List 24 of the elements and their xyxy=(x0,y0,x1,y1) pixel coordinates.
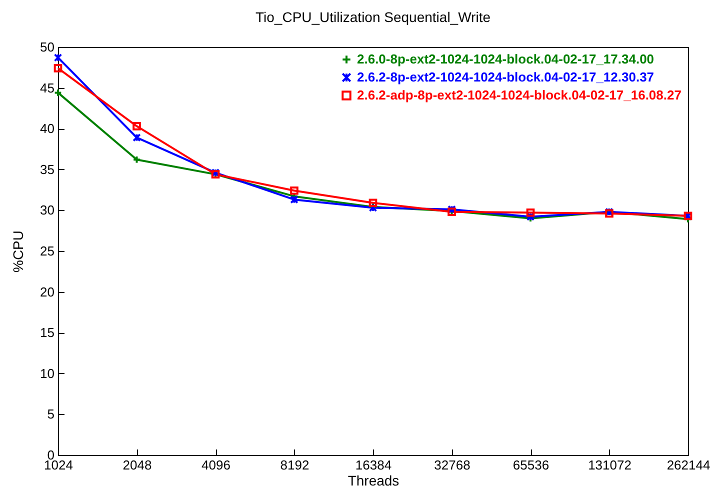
y-tick-label: 25 xyxy=(40,244,54,258)
y-tick-label: 45 xyxy=(40,80,54,96)
y-tick-label: 10 xyxy=(40,366,54,381)
y-tick-label: 40 xyxy=(40,121,54,136)
x-tick-label: 262144 xyxy=(666,458,710,472)
y-tick-label: 20 xyxy=(40,284,54,300)
chart-title: Tio_CPU_Utilization Sequential_Write xyxy=(256,9,491,25)
x-axis-title: Threads xyxy=(348,472,400,488)
y-tick-label: 50 xyxy=(40,40,54,54)
x-tick-label: 4096 xyxy=(202,458,230,472)
legend-label: 2.6.0-8p-ext2-1024-1024-block.04-02-17_17.34.00 xyxy=(357,52,654,66)
y-tick-label: 30 xyxy=(40,202,54,218)
x-tick-label: 8192 xyxy=(280,458,310,472)
y-axis-title: %CPU xyxy=(10,230,26,273)
x-tick-label: 131072 xyxy=(588,458,632,472)
legend-label: 2.6.2-8p-ext2-1024-1024-block.04-02-17_12.30.37 xyxy=(357,70,654,84)
x-tick-label: 2048 xyxy=(122,458,152,472)
y-tick-label: 15 xyxy=(40,325,54,340)
y-tick-label: 35 xyxy=(40,162,54,177)
y-tick-label: 5 xyxy=(47,406,54,422)
x-tick-label: 32768 xyxy=(434,458,470,472)
legend-label: 2.6.2-adp-8p-ext2-1024-1024-block.04-02-17_16.08.27 xyxy=(357,88,682,102)
x-tick-label: 16384 xyxy=(355,458,392,472)
x-tick-label: 65536 xyxy=(512,458,550,472)
